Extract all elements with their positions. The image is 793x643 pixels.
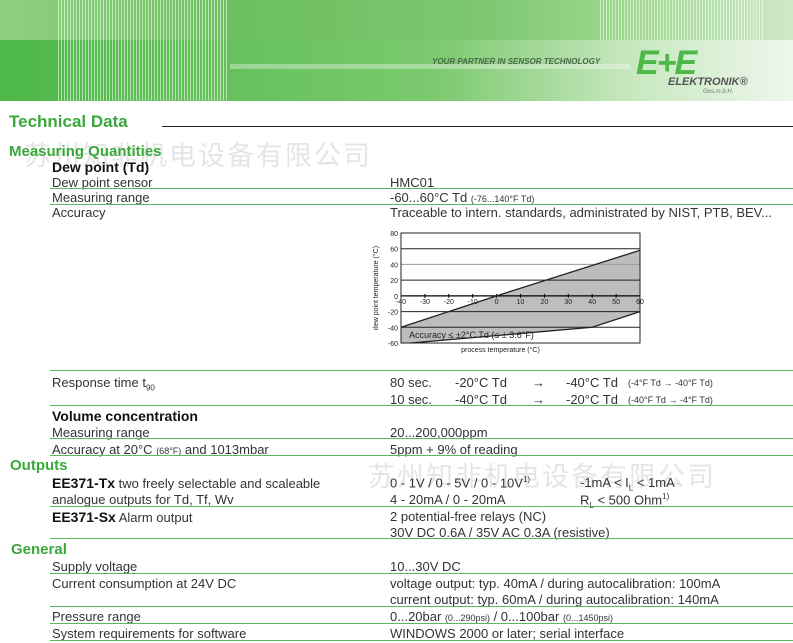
response-label: Response time t90 — [52, 375, 155, 393]
row-label: System requirements for software — [52, 626, 247, 641]
y-tick-label: 0 — [394, 294, 398, 301]
tagline: YOUR PARTNER IN SENSOR TECHNOLOGY — [432, 57, 601, 66]
response-to: -40°C Td — [566, 375, 618, 390]
sx-desc: EE371-Sx Alarm output — [52, 509, 193, 525]
x-tick-label: 10 — [517, 299, 525, 306]
row-label: Accuracy — [52, 205, 106, 220]
response-from: -40°C Td — [455, 392, 507, 407]
x-tick-label: -10 — [468, 299, 478, 306]
x-tick-label: 40 — [588, 299, 596, 306]
row-value: WINDOWS 2000 or later; serial interface — [390, 626, 625, 641]
row-value: 10...30V DC — [390, 559, 461, 574]
section-general: General — [11, 541, 67, 558]
tx-value2: 4 - 20mA / 0 - 20mA — [390, 492, 506, 507]
lower-boundary-line — [410, 310, 641, 344]
response-arrow: → — [532, 375, 545, 390]
logo: E+E — [636, 44, 697, 82]
row-label: Supply voltage — [52, 559, 138, 574]
x-tick-label: -20 — [444, 299, 454, 306]
row-label: Measuring range — [52, 190, 150, 205]
brand-sub: Ges.m.b.H. — [703, 89, 734, 95]
volume-heading: Volume concentration — [52, 408, 198, 424]
response-time: 10 sec. — [390, 392, 432, 407]
y-tick-label: -40 — [388, 325, 398, 332]
row-label: Current consumption at 24V DC — [52, 576, 237, 591]
sx-value1: 2 potential-free relays (NC) — [390, 509, 547, 524]
row-label: Measuring range — [52, 425, 150, 440]
row-label: Dew point sensor — [52, 175, 153, 190]
upper-boundary-line — [400, 249, 641, 328]
x-axis-label: process temperature (°C) — [461, 346, 540, 354]
y-tick-label: -60 — [388, 341, 398, 348]
x-tick-label: 50 — [612, 299, 620, 306]
tx-value1b: -1mA < IL < 1mA — [580, 475, 675, 493]
dew-heading: Dew point (Td) — [52, 159, 150, 175]
header-banner: YOUR PARTNER IN SENSOR TECHNOLOGY E+E EL… — [0, 0, 793, 101]
row-value: 0...20bar (0...290psi) / 0...100bar (0..… — [390, 609, 613, 624]
section-outputs: Outputs — [10, 457, 68, 474]
tx-desc2: analogue outputs for Td, Tf, Wv — [52, 492, 234, 507]
row-label: Pressure range — [52, 609, 141, 624]
row-value: 5ppm + 9% of reading — [390, 442, 518, 457]
y-tick-label: 20 — [390, 278, 398, 285]
row-value: 20...200,000ppm — [390, 425, 488, 440]
tx-value2b: RL < 500 Ohm1) — [580, 492, 670, 510]
plot-frame — [400, 232, 641, 344]
brand-name: ELEKTRONIK® — [668, 76, 748, 88]
y-tick-label: 60 — [390, 247, 398, 254]
row-value: voltage output: typ. 40mA / during autoc… — [390, 576, 721, 591]
tx-value1: 0 - 1V / 0 - 5V / 0 - 10V1) — [390, 475, 531, 491]
x-tick-label: 0 — [495, 299, 499, 306]
section-measuring: Measuring Quantities — [9, 143, 162, 160]
response-time: 80 sec. — [390, 375, 432, 390]
row-value: -60...60°C Td (-76...140°F Td) — [390, 190, 535, 205]
y-tick-label: -20 — [388, 310, 398, 317]
y-tick-label: 80 — [390, 231, 398, 238]
annotation: Accuracy ≤ ±2°C Td (≤ ± 3.6°F) — [409, 330, 534, 340]
response-to: -20°C Td — [566, 392, 618, 407]
y-axis-label: dew point temperature (°C) — [372, 246, 380, 330]
watermark: 苏州知非机电设备有限公司 — [368, 462, 716, 492]
row-value: HMC01 — [390, 175, 435, 190]
sx-value2: 30V DC 0.6A / 35V AC 0.3A (resistive) — [390, 525, 610, 540]
x-tick-label: 20 — [541, 299, 549, 306]
row-label: Accuracy at 20°C (68°F) and 1013mbar — [52, 442, 269, 457]
row-value: Traceable to intern. standards, administ… — [390, 205, 772, 220]
tx-desc: EE371-Tx two freely selectable and scale… — [52, 475, 321, 491]
x-tick-label: 30 — [564, 299, 572, 306]
response-arrow: → — [532, 392, 545, 407]
row-value: current output: typ. 60mA / during autoc… — [390, 592, 719, 607]
y-tick-label: 40 — [390, 262, 398, 269]
response-f: (-40°F Td → -4°F Td) — [628, 395, 713, 405]
response-f: (-4°F Td → -40°F Td) — [628, 378, 713, 388]
watermark: 苏州知非机电设备有限公司 — [24, 141, 372, 171]
x-tick-label: -30 — [420, 299, 430, 306]
page-title: Technical Data — [9, 112, 128, 131]
response-from: -20°C Td — [455, 375, 507, 390]
